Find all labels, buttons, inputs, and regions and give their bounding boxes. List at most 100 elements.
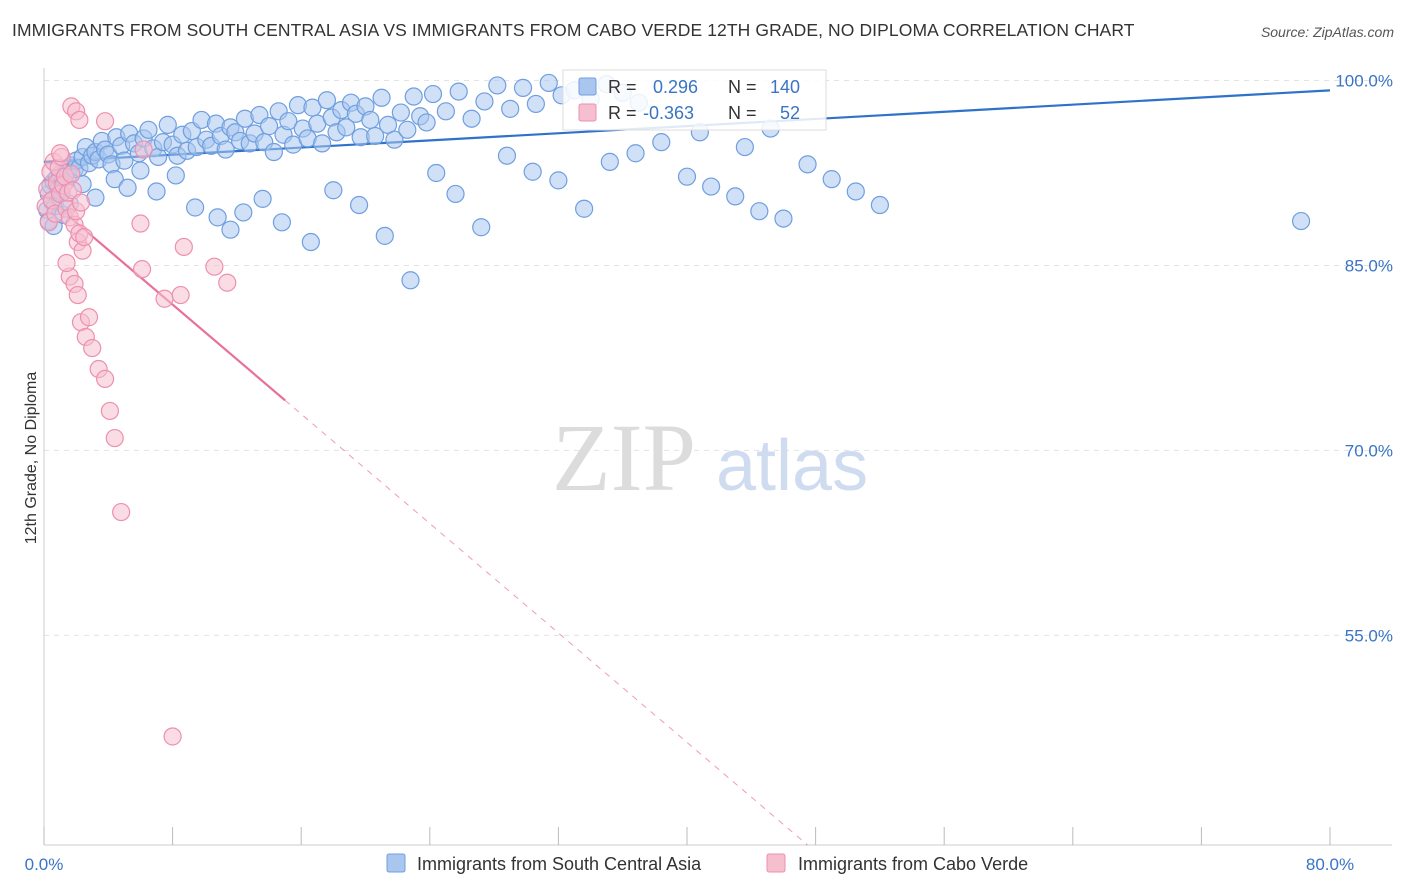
point-cabo-verde bbox=[57, 253, 76, 273]
point-south-central-asia bbox=[488, 76, 507, 95]
point-south-central-asia bbox=[501, 99, 520, 118]
point-cabo-verde bbox=[75, 227, 94, 247]
point-south-central-asia bbox=[822, 170, 841, 189]
chart-title: IMMIGRANTS FROM SOUTH CENTRAL ASIA VS IM… bbox=[12, 20, 1135, 40]
point-south-central-asia bbox=[234, 203, 253, 222]
point-cabo-verde bbox=[131, 214, 150, 233]
point-south-central-asia bbox=[417, 113, 436, 132]
point-south-central-asia bbox=[118, 178, 137, 197]
point-south-central-asia bbox=[436, 102, 455, 121]
point-cabo-verde bbox=[95, 112, 115, 131]
y-tick-label: 70.0% bbox=[1345, 441, 1393, 460]
gridlines bbox=[44, 79, 1392, 636]
point-south-central-asia bbox=[523, 162, 542, 181]
point-cabo-verde bbox=[83, 338, 102, 358]
point-cabo-verde bbox=[68, 285, 87, 305]
point-south-central-asia bbox=[735, 137, 754, 157]
point-south-central-asia bbox=[166, 166, 185, 185]
point-cabo-verde bbox=[105, 428, 124, 448]
point-south-central-asia bbox=[115, 151, 134, 170]
point-south-central-asia bbox=[626, 144, 645, 163]
point-cabo-verde bbox=[70, 110, 89, 130]
point-south-central-asia bbox=[472, 218, 491, 237]
point-cabo-verde bbox=[174, 237, 193, 257]
point-south-central-asia bbox=[216, 140, 235, 159]
point-cabo-verde bbox=[100, 401, 120, 421]
point-south-central-asia bbox=[404, 87, 423, 106]
point-south-central-asia bbox=[272, 213, 292, 232]
point-south-central-asia bbox=[147, 182, 166, 201]
point-south-central-asia bbox=[449, 82, 468, 101]
point-south-central-asia bbox=[798, 155, 817, 174]
point-cabo-verde bbox=[218, 273, 237, 292]
point-south-central-asia bbox=[139, 120, 158, 139]
point-south-central-asia bbox=[513, 78, 533, 97]
legend: R = 0.296 N = 140 R = -0.363 N = 52 bbox=[562, 69, 827, 131]
point-south-central-asia bbox=[497, 146, 517, 165]
point-south-central-asia bbox=[846, 182, 865, 201]
point-south-central-asia bbox=[427, 163, 446, 183]
point-south-central-asia bbox=[539, 73, 558, 93]
point-south-central-asia bbox=[398, 120, 417, 139]
point-cabo-verde bbox=[171, 285, 190, 305]
legend-box bbox=[562, 69, 827, 131]
legend-n-label-blue: N = bbox=[728, 77, 757, 97]
legend-n-label-pink: N = bbox=[728, 103, 757, 123]
point-south-central-asia bbox=[221, 220, 240, 239]
point-south-central-asia bbox=[726, 187, 745, 206]
point-south-central-asia bbox=[337, 118, 356, 137]
point-south-central-asia bbox=[750, 202, 769, 221]
legend-n-value-blue: 140 bbox=[770, 77, 800, 97]
point-south-central-asia bbox=[446, 184, 465, 204]
axes: 100.0% 85.0% 70.0% 55.0% 0.0% 80.0% bbox=[25, 68, 1393, 874]
legend-n-value-pink: 52 bbox=[780, 103, 800, 123]
y-tick-label: 55.0% bbox=[1345, 626, 1393, 645]
legend-r-value-blue: 0.296 bbox=[653, 77, 698, 97]
point-south-central-asia bbox=[702, 177, 721, 196]
legend-r-value-pink: -0.363 bbox=[643, 103, 694, 123]
point-south-central-asia bbox=[677, 167, 697, 186]
point-south-central-asia bbox=[526, 94, 545, 114]
point-south-central-asia bbox=[423, 84, 443, 104]
point-south-central-asia bbox=[253, 189, 272, 208]
point-cabo-verde bbox=[132, 260, 152, 279]
point-south-central-asia bbox=[462, 109, 481, 128]
point-cabo-verde bbox=[112, 502, 131, 522]
x-tick-label: 0.0% bbox=[25, 855, 64, 874]
legend-swatch-pink bbox=[578, 103, 597, 122]
point-south-central-asia bbox=[870, 195, 890, 215]
point-cabo-verde bbox=[205, 257, 224, 276]
point-south-central-asia bbox=[575, 199, 594, 218]
point-south-central-asia bbox=[186, 198, 205, 217]
point-cabo-verde bbox=[62, 165, 81, 184]
point-south-central-asia bbox=[131, 161, 150, 180]
point-south-central-asia bbox=[401, 271, 420, 290]
point-south-central-asia bbox=[1291, 211, 1311, 231]
point-cabo-verde bbox=[95, 369, 115, 388]
point-south-central-asia bbox=[158, 115, 177, 134]
point-cabo-verde bbox=[71, 193, 91, 212]
point-south-central-asia bbox=[385, 130, 404, 149]
point-south-central-asia bbox=[652, 133, 671, 152]
point-south-central-asia bbox=[317, 91, 337, 110]
source-note: Source: ZipAtlas.com bbox=[1260, 24, 1394, 40]
bottom-legend: Immigrants from South Central Asia Immig… bbox=[386, 853, 1028, 874]
point-cabo-verde bbox=[79, 308, 99, 327]
point-south-central-asia bbox=[549, 171, 568, 190]
watermark-atlas: atlas bbox=[716, 426, 868, 506]
point-south-central-asia bbox=[600, 152, 619, 171]
point-south-central-asia bbox=[259, 117, 279, 136]
point-south-central-asia bbox=[301, 232, 320, 252]
point-south-central-asia bbox=[279, 112, 298, 131]
point-south-central-asia bbox=[349, 195, 369, 215]
point-cabo-verde bbox=[155, 289, 174, 308]
point-south-central-asia bbox=[774, 209, 793, 228]
series-south-central-asia bbox=[38, 73, 1311, 290]
point-cabo-verde bbox=[163, 727, 182, 746]
bottom-legend-label-blue: Immigrants from South Central Asia bbox=[417, 854, 702, 874]
legend-swatch-blue bbox=[578, 77, 597, 96]
point-south-central-asia bbox=[312, 134, 332, 153]
point-south-central-asia bbox=[361, 110, 380, 130]
bottom-legend-label-pink: Immigrants from Cabo Verde bbox=[798, 854, 1028, 874]
